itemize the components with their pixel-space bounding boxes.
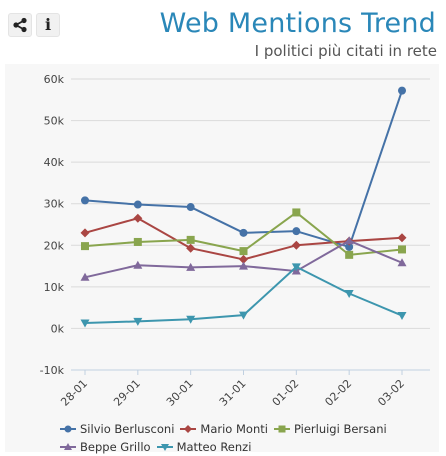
data-point [133,214,142,223]
y-tick-label: 20k [44,239,65,252]
legend-swatch [157,441,173,453]
y-tick-label: 40k [44,156,65,169]
data-point [81,242,89,250]
data-point [398,233,407,242]
data-point [187,236,195,244]
data-point [81,196,89,204]
data-point [240,229,248,237]
data-point [240,247,248,255]
legend-item[interactable]: Matteo Renzi [157,439,252,455]
series-line-0 [85,91,402,247]
legend-item[interactable]: Mario Monti [180,421,268,437]
x-tick-label: 02-02 [322,377,354,409]
data-point [398,312,407,320]
legend-item[interactable]: Pierluigi Bersani [274,421,387,437]
y-tick-label: 10k [44,281,65,294]
data-point [292,208,300,216]
legend-label: Beppe Grillo [80,440,151,454]
x-tick-label: 29-01 [111,377,143,409]
legend-item[interactable]: Beppe Grillo [60,439,151,455]
legend-label: Silvio Berlusconi [80,422,174,436]
y-tick-label: 60k [44,73,65,86]
y-tick-label: 50k [44,115,65,128]
data-point [398,87,406,95]
legend-label: Mario Monti [200,422,268,436]
data-point [292,241,301,250]
y-tick-label: 0k [51,322,65,335]
data-point [81,228,90,237]
x-tick-label: 01-02 [270,377,302,409]
x-tick-label: 31-01 [217,377,249,409]
legend-item[interactable]: Silvio Berlusconi [60,421,174,437]
legend-swatch [274,423,290,435]
legend-swatch [180,423,196,435]
legend-swatch [60,441,76,453]
x-tick-label: 28-01 [58,377,90,409]
x-tick-label: 30-01 [164,377,196,409]
legend-swatch [60,423,76,435]
y-tick-label: -10k [40,364,65,377]
x-tick-label: 03-02 [375,377,407,409]
data-point [345,251,353,259]
data-point [398,245,406,253]
legend-label: Matteo Renzi [177,440,252,454]
y-tick-label: 30k [44,198,65,211]
chart-legend: Silvio Berlusconi Mario Monti Pierluigi Be… [60,421,440,455]
data-point [134,238,142,246]
data-point [134,201,142,209]
data-point [292,227,300,235]
data-point [187,203,195,211]
legend-label: Pierluigi Bersani [294,422,387,436]
